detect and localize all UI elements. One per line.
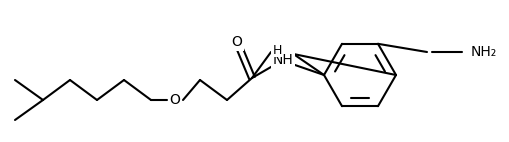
Text: NH: NH [272, 53, 293, 67]
Text: H: H [272, 43, 281, 57]
Text: O: O [169, 93, 180, 107]
Text: O: O [231, 35, 242, 49]
Text: NH₂: NH₂ [470, 45, 496, 59]
